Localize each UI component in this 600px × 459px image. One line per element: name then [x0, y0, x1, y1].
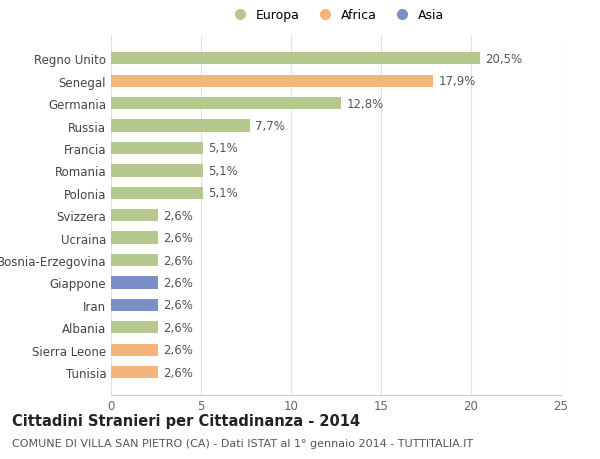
Text: 2,6%: 2,6%: [163, 321, 193, 334]
Bar: [111, 344, 158, 356]
Bar: [111, 75, 433, 88]
Bar: [111, 254, 158, 267]
Text: 5,1%: 5,1%: [208, 164, 238, 178]
Text: COMUNE DI VILLA SAN PIETRO (CA) - Dati ISTAT al 1° gennaio 2014 - TUTTITALIA.IT: COMUNE DI VILLA SAN PIETRO (CA) - Dati I…: [12, 438, 473, 448]
Bar: [111, 142, 203, 155]
Bar: [111, 53, 480, 65]
Text: 2,6%: 2,6%: [163, 366, 193, 379]
Text: 17,9%: 17,9%: [439, 75, 476, 88]
Text: 12,8%: 12,8%: [347, 97, 384, 110]
Text: 2,6%: 2,6%: [163, 343, 193, 357]
Text: Cittadini Stranieri per Cittadinanza - 2014: Cittadini Stranieri per Cittadinanza - 2…: [12, 413, 360, 428]
Text: 7,7%: 7,7%: [255, 120, 285, 133]
Bar: [111, 232, 158, 244]
Bar: [111, 366, 158, 379]
Bar: [111, 187, 203, 200]
Text: 2,6%: 2,6%: [163, 232, 193, 245]
Text: 2,6%: 2,6%: [163, 254, 193, 267]
Text: 20,5%: 20,5%: [485, 53, 523, 66]
Legend: Europa, Africa, Asia: Europa, Africa, Asia: [223, 4, 449, 27]
Text: 5,1%: 5,1%: [208, 142, 238, 155]
Bar: [111, 165, 203, 177]
Bar: [111, 277, 158, 289]
Bar: [111, 321, 158, 334]
Bar: [111, 120, 250, 132]
Text: 2,6%: 2,6%: [163, 209, 193, 222]
Text: 2,6%: 2,6%: [163, 276, 193, 289]
Bar: [111, 299, 158, 311]
Bar: [111, 98, 341, 110]
Bar: [111, 210, 158, 222]
Text: 2,6%: 2,6%: [163, 299, 193, 312]
Text: 5,1%: 5,1%: [208, 187, 238, 200]
